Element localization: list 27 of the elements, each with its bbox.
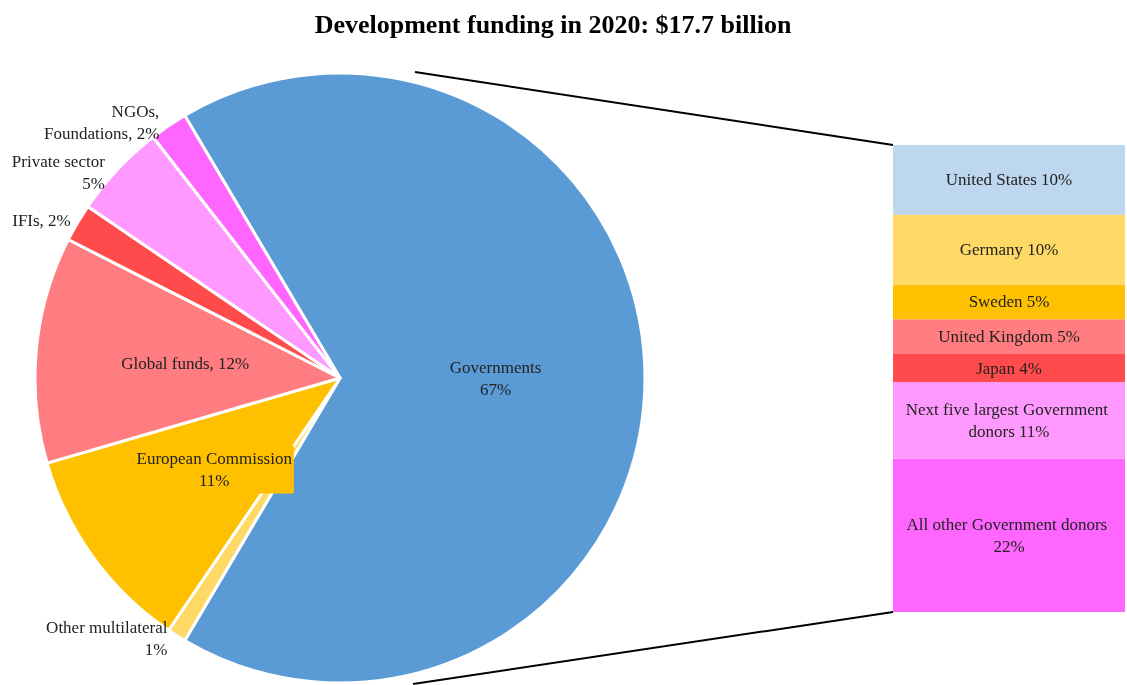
- data-label: 1%: [144, 640, 168, 660]
- bar: [893, 381, 1125, 459]
- bar: [893, 458, 1125, 612]
- slice-label: Global funds, 12%: [121, 353, 250, 373]
- data-label: 67%: [479, 379, 512, 399]
- chart-title: Development funding in 2020: $17.7 billion: [314, 9, 792, 39]
- bar: [893, 319, 1125, 355]
- text: Next five largest Government donors 11%: [905, 399, 1108, 441]
- bar: [893, 145, 1125, 215]
- text: United States 10%: [945, 170, 1073, 190]
- bar: [893, 354, 1125, 382]
- text: United Kingdom 5%: [938, 327, 1080, 347]
- text: Germany 10%: [959, 240, 1059, 260]
- data-label: 11%: [198, 470, 230, 490]
- data-label: 22%: [993, 536, 1025, 556]
- series-label: All other Government donors: [906, 514, 1112, 534]
- data-label: 5%: [82, 173, 105, 193]
- slice-label: NGOs, Foundations, 2%: [44, 101, 160, 143]
- text: Japan 4%: [976, 358, 1042, 378]
- slice-label: Private sector: [11, 151, 106, 171]
- slice-label: Other multilateral: [46, 618, 168, 638]
- text: Sweden 5%: [968, 292, 1050, 312]
- slice-label: Governments: [449, 357, 542, 377]
- bar: [893, 284, 1125, 320]
- bar: [893, 214, 1125, 285]
- slice-label: European Commission: [136, 448, 293, 468]
- slice-label: IFIs, 2%: [12, 211, 71, 231]
